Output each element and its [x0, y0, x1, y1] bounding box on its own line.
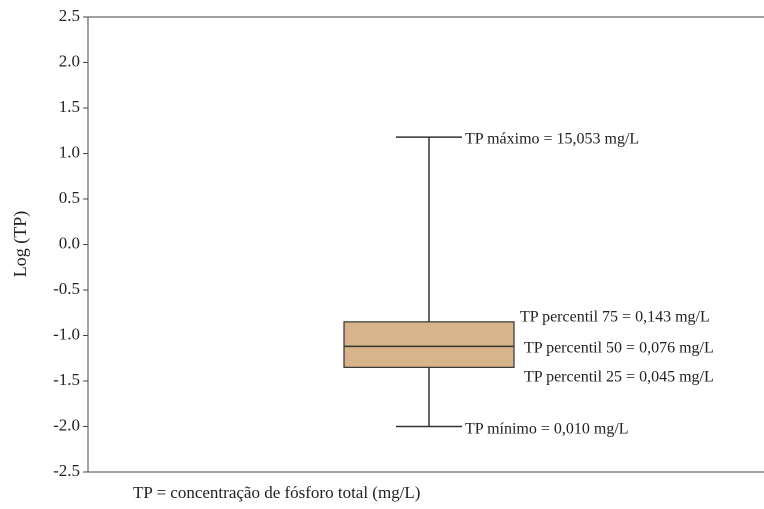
y-tick-label: -2.0 — [53, 415, 80, 434]
annotation: TP mínimo = 0,010 mg/L — [465, 421, 629, 438]
y-axis-label: Log (TP) — [10, 211, 31, 278]
y-tick-label: 1.5 — [59, 97, 80, 116]
annotation: TP percentil 75 = 0,143 mg/L — [520, 309, 710, 326]
y-tick-label: -1.5 — [53, 370, 80, 389]
y-tick-label: 0.5 — [59, 188, 80, 207]
annotation: TP percentil 25 = 0,045 mg/L — [524, 369, 714, 386]
y-tick-label: -2.5 — [53, 461, 80, 480]
box — [343, 321, 515, 368]
annotation: TP percentil 50 = 0,076 mg/L — [524, 340, 714, 357]
y-tick-label: 1.0 — [59, 142, 80, 161]
y-tick-label: 2.5 — [59, 6, 80, 25]
annotation: TP máximo = 15,053 mg/L — [465, 131, 639, 148]
y-tick-label: -1.0 — [53, 324, 80, 343]
y-tick-label: 0.0 — [59, 233, 80, 252]
footnote: TP = concentração de fósforo total (mg/L… — [133, 483, 420, 502]
y-tick-label: 2.0 — [59, 51, 80, 70]
y-tick-label: -0.5 — [53, 279, 80, 298]
